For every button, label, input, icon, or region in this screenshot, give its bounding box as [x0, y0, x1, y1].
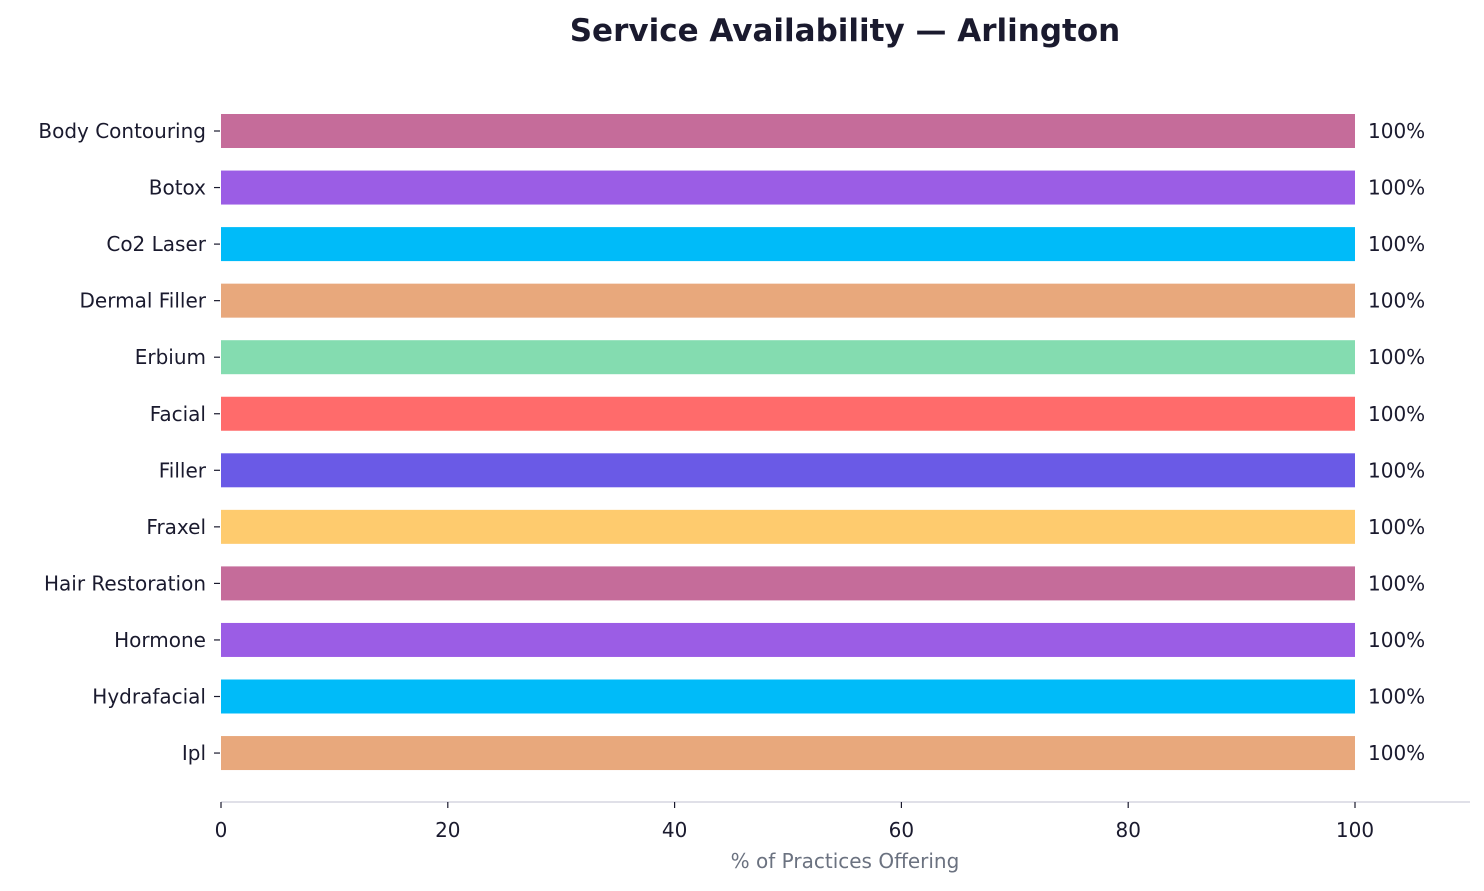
x-tick-label: 40: [662, 818, 687, 842]
data-label: 100%: [1368, 741, 1425, 765]
data-label: 100%: [1368, 345, 1425, 369]
y-tick-label: Body Contouring: [38, 119, 206, 143]
data-label: 100%: [1368, 515, 1425, 539]
bar: [221, 114, 1355, 148]
y-tick-label: Hair Restoration: [44, 571, 206, 595]
y-tick-label: Filler: [159, 458, 207, 482]
y-tick-label: Erbium: [135, 345, 206, 369]
data-label: 100%: [1368, 685, 1425, 709]
bar: [221, 679, 1355, 714]
chart-title: Service Availability — Arlington: [570, 13, 1121, 49]
bar: [221, 283, 1355, 318]
data-label: 100%: [1368, 628, 1425, 652]
bar: [221, 566, 1355, 601]
y-tick-label: Facial: [150, 402, 206, 426]
x-tick-label: 0: [215, 818, 228, 842]
data-label: 100%: [1368, 176, 1425, 200]
y-tick-label: Ipl: [182, 741, 206, 765]
x-tick-label: 80: [1115, 818, 1140, 842]
y-tick-label: Hydrafacial: [92, 685, 206, 709]
y-tick-label: Fraxel: [146, 515, 206, 539]
y-tick-label: Dermal Filler: [80, 289, 207, 313]
data-label: 100%: [1368, 402, 1425, 426]
x-tick-label: 20: [435, 818, 460, 842]
data-label: 100%: [1368, 571, 1425, 595]
data-label: 100%: [1368, 289, 1425, 313]
data-label: 100%: [1368, 232, 1425, 256]
bar: [221, 453, 1355, 488]
data-label: 100%: [1368, 458, 1425, 482]
y-tick-label: Botox: [149, 176, 206, 200]
bar: [221, 396, 1355, 431]
bar: [221, 227, 1355, 262]
bar: [221, 170, 1355, 205]
bar: [221, 736, 1355, 771]
x-tick-label: 60: [889, 818, 914, 842]
data-label: 100%: [1368, 119, 1425, 143]
y-tick-label: Co2 Laser: [106, 232, 206, 256]
y-tick-label: Hormone: [114, 628, 206, 652]
bar: [221, 340, 1355, 375]
bar: [221, 509, 1355, 544]
x-tick-label: 100: [1336, 818, 1374, 842]
x-axis-label: % of Practices Offering: [731, 849, 960, 873]
bar: [221, 622, 1355, 657]
